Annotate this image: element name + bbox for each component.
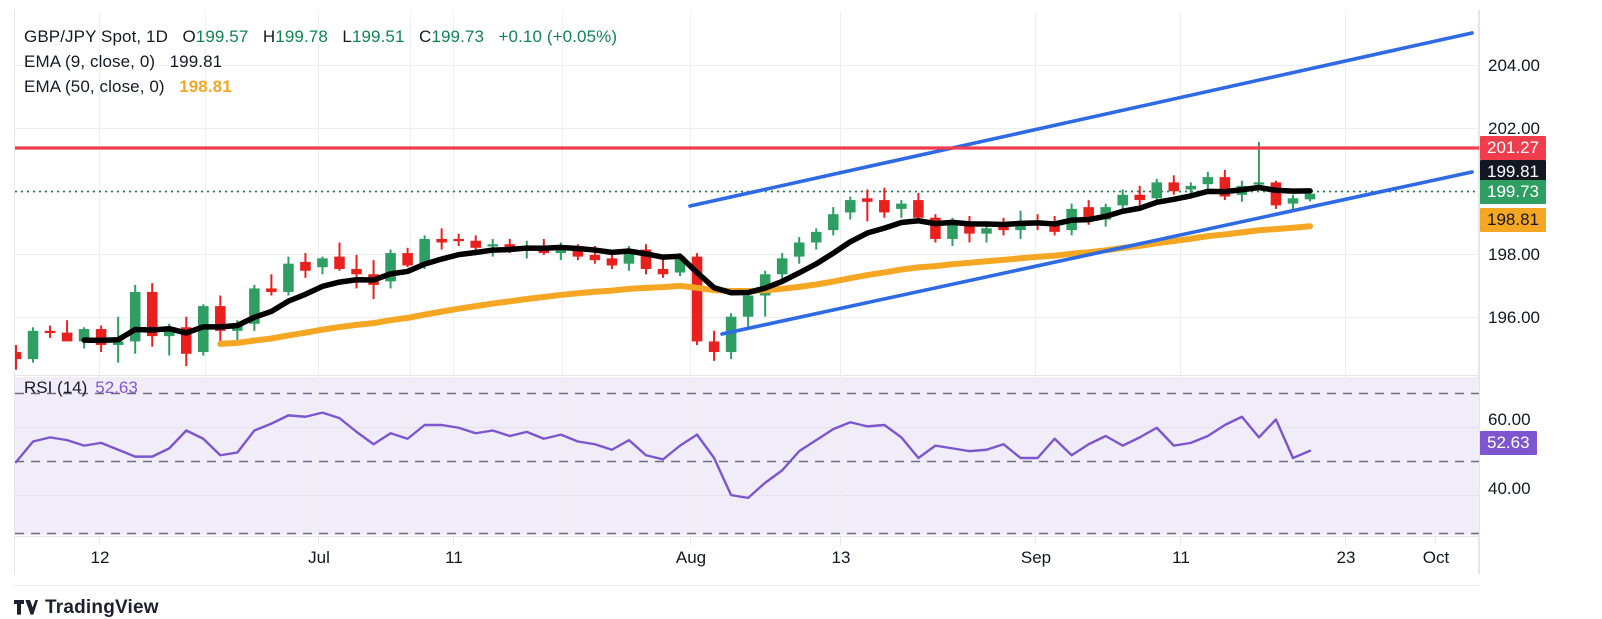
rsi-tick-40: 40.00 — [1488, 479, 1531, 498]
rsi-legend[interactable]: RSI (14) 52.63 — [24, 378, 138, 398]
price-tick-204: 204.00 — [1488, 56, 1540, 75]
legend-close-label: C — [419, 27, 432, 46]
footer-divider — [14, 585, 1479, 586]
time-tick — [1345, 536, 1346, 545]
rsi-legend-name[interactable]: RSI (14) — [24, 378, 88, 397]
legend-symbol-name[interactable]: GBP/JPY Spot — [24, 27, 137, 46]
time-tick — [1180, 536, 1181, 545]
time-label-12: 12 — [90, 548, 110, 567]
time-tick — [99, 536, 100, 545]
time-label-oct: Oct — [1422, 548, 1450, 567]
chart-legend: GBP/JPY Spot, 1D O199.57 H199.78 L199.51… — [24, 24, 617, 99]
legend-ema50-name[interactable]: EMA (50, close, 0) — [24, 77, 165, 96]
legend-ema50-row[interactable]: EMA (50, close, 0) 198.81 — [24, 74, 617, 99]
time-label-jul: Jul — [308, 548, 330, 567]
legend-low-label: L — [342, 27, 352, 46]
time-label-11a: 11 — [445, 548, 463, 567]
time-label-aug: Aug — [675, 548, 707, 567]
rsi-badge-last[interactable]: 52.63 — [1480, 431, 1537, 455]
price-axis[interactable]: 204.00 202.00 198.00 196.00 201.27 199.8… — [1480, 0, 1602, 619]
tradingview-watermark[interactable]: TradingView — [14, 596, 159, 619]
pane-separator[interactable] — [14, 375, 1479, 376]
rsi-legend-value: 52.63 — [95, 378, 138, 397]
chart-frame — [14, 10, 1479, 574]
time-axis-separator — [14, 536, 1479, 537]
legend-open-label: O — [182, 27, 196, 46]
time-axis[interactable]: 12 Jul 11 Aug 13 Sep 11 23 Oct — [14, 536, 1479, 574]
time-tick — [318, 536, 319, 545]
legend-ema9-row[interactable]: EMA (9, close, 0) 199.81 — [24, 49, 617, 74]
time-tick — [1435, 536, 1436, 545]
legend-interval[interactable]: 1D — [146, 27, 168, 46]
price-axis-separator — [1479, 10, 1480, 574]
legend-ema9-value: 199.81 — [169, 52, 223, 71]
price-badge-last[interactable]: 199.73 — [1480, 180, 1546, 204]
legend-high-label: H — [262, 27, 276, 46]
price-tick-196: 196.00 — [1488, 308, 1540, 327]
legend-ema9-name[interactable]: EMA (9, close, 0) — [24, 52, 156, 71]
time-label-11b: 11 — [1172, 548, 1190, 567]
rsi-tick-60: 60.00 — [1488, 410, 1531, 429]
price-tick-198: 198.00 — [1488, 245, 1540, 264]
time-tick — [690, 536, 691, 545]
time-label-23: 23 — [1336, 548, 1356, 567]
tradingview-wordmark: TradingView — [45, 597, 159, 618]
time-label-sep: Sep — [1020, 548, 1052, 567]
legend-close-value: 199.73 — [431, 27, 485, 46]
time-label-13: 13 — [831, 548, 851, 567]
tradingview-logo-icon — [14, 599, 38, 615]
legend-low-value: 199.51 — [351, 27, 405, 46]
time-tick — [453, 536, 454, 545]
price-badge-resistance[interactable]: 201.27 — [1480, 136, 1546, 160]
legend-symbol-row[interactable]: GBP/JPY Spot, 1D O199.57 H199.78 L199.51… — [24, 27, 618, 46]
time-tick — [1035, 536, 1036, 545]
price-badge-ema50[interactable]: 198.81 — [1480, 208, 1546, 232]
legend-open-value: 199.57 — [195, 27, 249, 46]
price-tick-202: 202.00 — [1488, 119, 1540, 138]
legend-high-value: 199.78 — [275, 27, 328, 46]
legend-ema50-value: 198.81 — [179, 77, 232, 96]
time-tick — [840, 536, 841, 545]
legend-change-value: +0.10 (+0.05%) — [498, 27, 618, 46]
